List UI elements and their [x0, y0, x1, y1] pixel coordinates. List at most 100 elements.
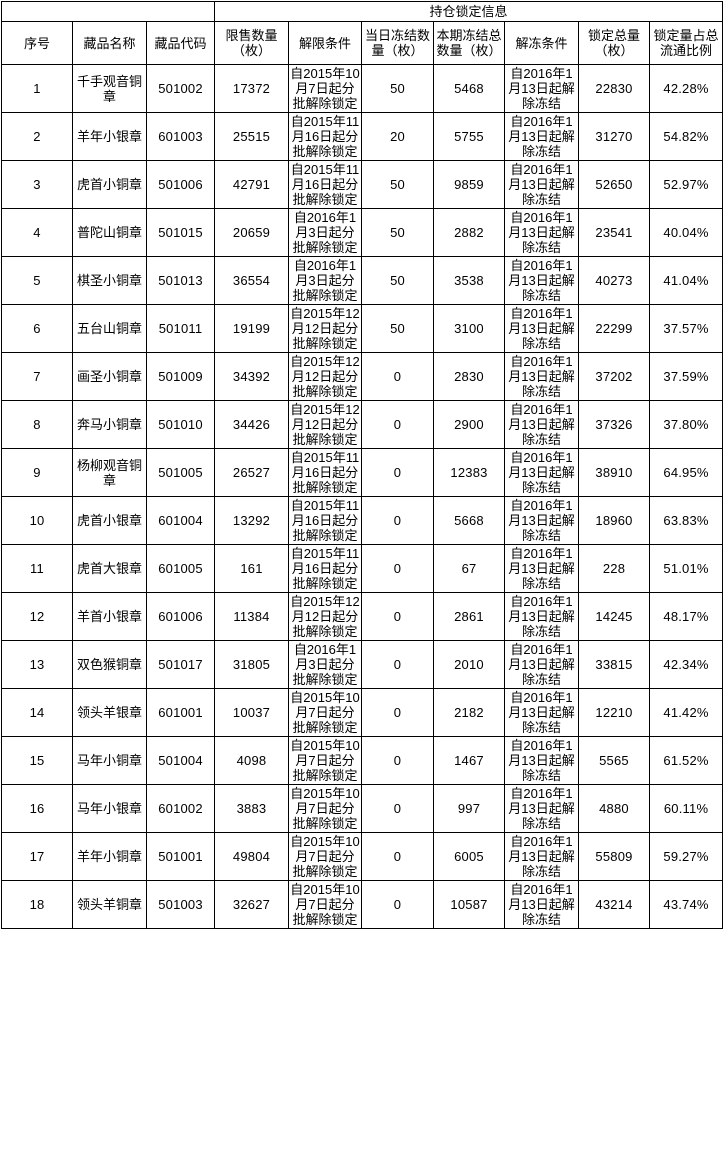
cell-locked-ratio[interactable]: 54.82%: [648, 112, 723, 161]
cell-limit-qty[interactable]: 26527: [214, 448, 289, 497]
cell-unlock-condition[interactable]: 自2015年10月7日起分批解除锁定: [288, 784, 362, 833]
cell-name[interactable]: 奔马小铜章: [72, 400, 147, 449]
cell-locked-total[interactable]: 31270: [578, 112, 650, 161]
cell-limit-qty[interactable]: 31805: [214, 640, 289, 689]
cell-locked-ratio[interactable]: 41.04%: [648, 256, 723, 305]
cell-index[interactable]: 12: [1, 592, 73, 641]
cell-name[interactable]: 杨柳观音铜章: [72, 448, 147, 497]
cell-index[interactable]: 15: [1, 736, 73, 785]
cell-name[interactable]: 领头羊铜章: [72, 880, 147, 929]
cell-unfreeze-condition[interactable]: 自2016年1月13日起解除冻结: [504, 544, 579, 593]
cell-locked-ratio[interactable]: 43.74%: [648, 880, 723, 929]
cell-code[interactable]: 601006: [146, 592, 215, 641]
cell-unfreeze-condition[interactable]: 自2016年1月13日起解除冻结: [504, 832, 579, 881]
cell-limit-qty[interactable]: 25515: [214, 112, 289, 161]
cell-unlock-condition[interactable]: 自2015年12月12日起分批解除锁定: [288, 304, 362, 353]
cell-index[interactable]: 1: [1, 64, 73, 113]
cell-limit-qty[interactable]: 34426: [214, 400, 289, 449]
cell-index[interactable]: 8: [1, 400, 73, 449]
cell-name[interactable]: 双色猴铜章: [72, 640, 147, 689]
cell-locked-total[interactable]: 18960: [578, 496, 650, 545]
column-header-locked-ratio[interactable]: 锁定量占总流通比例: [648, 21, 723, 65]
cell-unlock-condition[interactable]: 自2015年11月16日起分批解除锁定: [288, 544, 362, 593]
cell-unlock-condition[interactable]: 自2015年11月16日起分批解除锁定: [288, 160, 362, 209]
cell-locked-total[interactable]: 12210: [578, 688, 650, 737]
column-header-name[interactable]: 藏品名称: [72, 21, 147, 65]
cell-index[interactable]: 2: [1, 112, 73, 161]
cell-name[interactable]: 虎首小银章: [72, 496, 147, 545]
cell-name[interactable]: 虎首大银章: [72, 544, 147, 593]
cell-limit-qty[interactable]: 32627: [214, 880, 289, 929]
cell-frozen-period-total[interactable]: 2882: [433, 208, 505, 257]
cell-index[interactable]: 14: [1, 688, 73, 737]
cell-limit-qty[interactable]: 11384: [214, 592, 289, 641]
cell-locked-ratio[interactable]: 61.52%: [648, 736, 723, 785]
cell-locked-ratio[interactable]: 41.42%: [648, 688, 723, 737]
cell-index[interactable]: 3: [1, 160, 73, 209]
cell-frozen-period-total[interactable]: 2182: [433, 688, 505, 737]
cell-frozen-period-total[interactable]: 1467: [433, 736, 505, 785]
cell-code[interactable]: 501010: [146, 400, 215, 449]
cell-limit-qty[interactable]: 49804: [214, 832, 289, 881]
cell-unfreeze-condition[interactable]: 自2016年1月13日起解除冻结: [504, 160, 579, 209]
cell-frozen-today[interactable]: 0: [361, 880, 434, 929]
cell-unfreeze-condition[interactable]: 自2016年1月13日起解除冻结: [504, 496, 579, 545]
cell-locked-total[interactable]: 22299: [578, 304, 650, 353]
cell-locked-total[interactable]: 33815: [578, 640, 650, 689]
cell-frozen-today[interactable]: 0: [361, 448, 434, 497]
cell-frozen-period-total[interactable]: 5668: [433, 496, 505, 545]
cell-locked-total[interactable]: 40273: [578, 256, 650, 305]
cell-unlock-condition[interactable]: 自2016年1月3日起分批解除锁定: [288, 640, 362, 689]
cell-unfreeze-condition[interactable]: 自2016年1月13日起解除冻结: [504, 736, 579, 785]
cell-index[interactable]: 16: [1, 784, 73, 833]
cell-limit-qty[interactable]: 17372: [214, 64, 289, 113]
cell-frozen-period-total[interactable]: 6005: [433, 832, 505, 881]
cell-locked-ratio[interactable]: 60.11%: [648, 784, 723, 833]
column-header-unlock-condition[interactable]: 解限条件: [288, 21, 362, 65]
column-header-code[interactable]: 藏品代码: [146, 21, 215, 65]
cell-locked-ratio[interactable]: 37.57%: [648, 304, 723, 353]
cell-unlock-condition[interactable]: 自2015年11月16日起分批解除锁定: [288, 112, 362, 161]
cell-locked-ratio[interactable]: 42.34%: [648, 640, 723, 689]
cell-frozen-today[interactable]: 0: [361, 832, 434, 881]
cell-locked-ratio[interactable]: 51.01%: [648, 544, 723, 593]
cell-code[interactable]: 501013: [146, 256, 215, 305]
cell-frozen-period-total[interactable]: 5468: [433, 64, 505, 113]
cell-frozen-today[interactable]: 0: [361, 592, 434, 641]
cell-limit-qty[interactable]: 20659: [214, 208, 289, 257]
cell-frozen-period-total[interactable]: 67: [433, 544, 505, 593]
cell-locked-ratio[interactable]: 48.17%: [648, 592, 723, 641]
cell-index[interactable]: 18: [1, 880, 73, 929]
cell-frozen-period-total[interactable]: 5755: [433, 112, 505, 161]
cell-name[interactable]: 棋圣小铜章: [72, 256, 147, 305]
cell-frozen-today[interactable]: 0: [361, 496, 434, 545]
cell-frozen-today[interactable]: 0: [361, 544, 434, 593]
cell-frozen-period-total[interactable]: 12383: [433, 448, 505, 497]
cell-frozen-period-total[interactable]: 2861: [433, 592, 505, 641]
cell-frozen-period-total[interactable]: 2830: [433, 352, 505, 401]
cell-code[interactable]: 601004: [146, 496, 215, 545]
cell-frozen-today[interactable]: 50: [361, 160, 434, 209]
cell-code[interactable]: 601002: [146, 784, 215, 833]
cell-code[interactable]: 501003: [146, 880, 215, 929]
cell-unfreeze-condition[interactable]: 自2016年1月13日起解除冻结: [504, 64, 579, 113]
cell-locked-total[interactable]: 14245: [578, 592, 650, 641]
cell-unfreeze-condition[interactable]: 自2016年1月13日起解除冻结: [504, 208, 579, 257]
cell-index[interactable]: 6: [1, 304, 73, 353]
cell-code[interactable]: 601005: [146, 544, 215, 593]
cell-code[interactable]: 501011: [146, 304, 215, 353]
cell-locked-total[interactable]: 4880: [578, 784, 650, 833]
cell-frozen-today[interactable]: 0: [361, 400, 434, 449]
cell-index[interactable]: 17: [1, 832, 73, 881]
cell-limit-qty[interactable]: 161: [214, 544, 289, 593]
cell-name[interactable]: 普陀山铜章: [72, 208, 147, 257]
cell-unlock-condition[interactable]: 自2015年10月7日起分批解除锁定: [288, 688, 362, 737]
cell-limit-qty[interactable]: 3883: [214, 784, 289, 833]
cell-code[interactable]: 501006: [146, 160, 215, 209]
cell-unlock-condition[interactable]: 自2015年12月12日起分批解除锁定: [288, 352, 362, 401]
cell-frozen-period-total[interactable]: 997: [433, 784, 505, 833]
cell-frozen-today[interactable]: 0: [361, 736, 434, 785]
cell-frozen-today[interactable]: 0: [361, 352, 434, 401]
cell-code[interactable]: 501001: [146, 832, 215, 881]
cell-unfreeze-condition[interactable]: 自2016年1月13日起解除冻结: [504, 784, 579, 833]
